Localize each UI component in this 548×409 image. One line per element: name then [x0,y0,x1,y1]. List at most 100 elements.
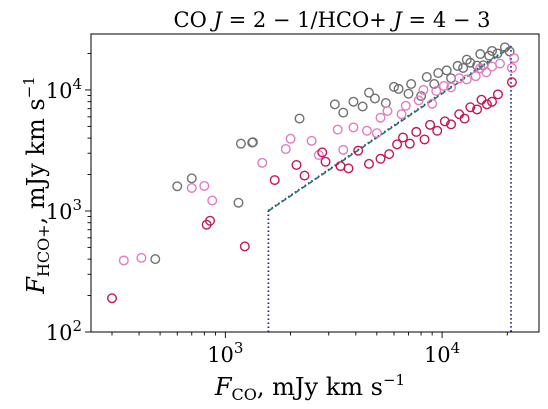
y-axis-label: FHCO+, mJy km s−1 [20,76,53,295]
axis-ticks: 103 104 102 103 104 [46,53,508,367]
data-point [107,293,118,304]
data-point [487,96,498,107]
data-point [335,161,346,172]
data-point [461,74,472,85]
data-point [425,119,436,130]
data-point [492,48,503,59]
data-point [465,102,476,113]
data-point [439,116,450,127]
y-tick-label: 102 [46,317,82,345]
data-point [361,125,372,136]
data-point [384,149,395,160]
y-tick-label: 103 [46,196,82,224]
plot-frame [90,33,540,333]
data-point [375,112,386,123]
data-point [487,45,498,56]
data-point [269,175,280,186]
data-point [357,101,368,112]
chart-title: CO J = 2 − 1/HCO+ J = 4 − 3 [174,8,491,32]
reference-line-4 [267,46,512,212]
data-point [404,138,415,149]
data-point [291,159,302,170]
data-point [475,49,486,60]
data-point [371,128,382,139]
data-point [459,113,470,124]
data-point [369,93,380,104]
data-point [375,153,386,164]
data-point [233,197,244,208]
data-point [465,57,476,68]
data-point [411,126,422,137]
data-point [382,106,393,117]
data-point [285,133,296,144]
data-point [403,88,414,99]
data-point [454,73,465,84]
data-point [199,180,210,191]
data-point [343,163,354,174]
data-point [472,60,483,71]
data-points [107,42,520,304]
data-point [207,195,218,206]
data-point [446,119,457,130]
data-point [431,86,442,97]
data-point [186,173,197,184]
y-tick-label: 104 [46,75,82,103]
data-point [172,181,183,192]
data-point [506,62,517,73]
data-point [392,139,403,150]
data-point [320,156,331,167]
data-point [388,81,399,92]
data-point [509,53,520,64]
data-point [353,145,364,156]
data-point [476,94,487,105]
data-point [317,147,328,158]
data-point [429,79,440,90]
data-point [432,125,443,136]
data-point [118,255,129,266]
data-point [446,82,457,93]
data-point [299,170,310,181]
data-point [418,84,429,95]
data-point [396,109,407,120]
data-point [348,96,359,107]
data-point [492,89,503,100]
data-point [332,124,343,135]
data-point [329,99,340,110]
data-point [421,71,432,82]
x-tick-label: 104 [424,339,460,367]
data-point [397,132,408,143]
data-point [235,138,246,149]
data-point [472,104,483,115]
data-point [186,182,197,193]
data-point [338,107,349,118]
data-point [433,68,444,79]
data-point [452,60,463,71]
data-point [247,137,258,148]
data-point [481,67,492,78]
data-point [363,87,374,98]
data-point [504,46,515,57]
data-point [205,215,216,226]
data-point [338,144,349,155]
data-point [363,158,374,169]
data-point [438,80,449,91]
x-tick-label: 103 [207,339,243,367]
data-point [494,58,505,69]
data-point [506,77,517,88]
data-point [393,83,404,94]
data-point [306,135,317,146]
data-point [150,254,161,265]
data-point [280,144,291,155]
data-point [406,79,417,90]
data-point [413,95,424,106]
data-point [294,113,305,124]
data-point [380,98,391,109]
data-point [136,252,147,263]
data-point [257,157,268,168]
data-point [446,73,457,84]
x-axis-label: FCO, mJy km s−1 [214,371,405,404]
data-point [427,98,438,109]
data-point [400,100,411,111]
data-point [239,241,250,252]
